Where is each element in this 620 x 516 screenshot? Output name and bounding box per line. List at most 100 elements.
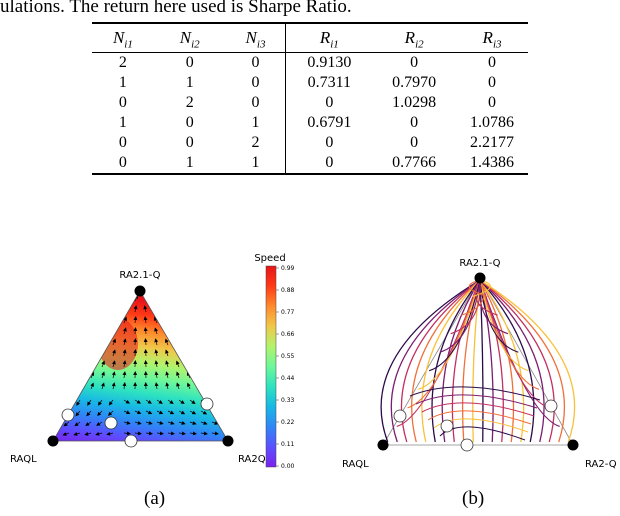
table-cell: 0: [185, 134, 194, 152]
vector-arrow: [165, 371, 170, 379]
trajectory-curve: [439, 279, 481, 353]
unstable-point: [124, 434, 138, 448]
table-cell: 0: [225, 93, 287, 114]
vector-arrow: [178, 399, 185, 405]
vector-arrow: [123, 420, 131, 425]
trajectory-curve: [479, 279, 576, 443]
vector-arrow: [76, 399, 81, 406]
vector-arrow: [189, 431, 197, 436]
vector-arrow: [134, 399, 141, 404]
header-r-i3: Ri3: [456, 23, 528, 54]
trajectory-curve: [439, 426, 526, 441]
trajectory-lines: [380, 279, 576, 443]
vertex-label-right: RA2Q: [238, 454, 266, 465]
trajectory-curve: [479, 279, 550, 409]
speed-field-triangle: [53, 291, 228, 441]
trajectory-curve: [415, 394, 538, 409]
table-cell: 0: [325, 94, 334, 112]
unstable-point: [104, 416, 118, 430]
header-n-i2: Ni2: [153, 23, 226, 54]
vector-arrow: [134, 420, 142, 425]
vector-arrow: [165, 349, 169, 357]
payoff-table-wrapper: Ni1 Ni2 Ni3 Ri1 Ri2 Ri3 2 0 0 0.9130 0 0…: [92, 22, 528, 176]
vector-arrow: [123, 399, 130, 404]
trajectory-curve: [411, 279, 481, 443]
vector-arrow: [145, 420, 153, 425]
vector-arrow: [145, 431, 153, 436]
vector-arrow: [84, 431, 92, 436]
vector-arrow: [122, 349, 127, 357]
vector-arrow: [154, 338, 159, 346]
trajectory-curve: [407, 279, 481, 409]
table-cell: 0.7970: [392, 74, 437, 92]
unstable-point: [393, 409, 407, 423]
trajectory-curve: [479, 279, 540, 390]
vector-arrow: [153, 316, 158, 324]
vector-arrow: [101, 371, 105, 379]
trajectory-curve: [451, 279, 481, 443]
vector-arrow: [122, 382, 127, 390]
trajectory-curve: [479, 279, 535, 443]
colorbar-tick-label: 0.99: [281, 265, 295, 272]
trajectory-curve: [380, 279, 481, 443]
vertex-dot-top: [134, 285, 146, 297]
vector-arrow: [156, 410, 164, 415]
vector-arrow: [107, 410, 114, 416]
trajectory-curve: [479, 279, 555, 443]
vector-arrow: [200, 421, 208, 425]
vector-arrow: [90, 371, 95, 379]
vector-arrow: [200, 431, 208, 436]
trajectory-curve: [433, 418, 529, 433]
colorbar-title: Speed: [254, 253, 285, 264]
vector-arrow: [211, 421, 219, 425]
vertex-label-right: RA2-Q: [585, 459, 617, 470]
colorbar-tick-label: 0.44: [281, 375, 295, 382]
vector-field-arrows: [53, 294, 228, 436]
simplex-outline: [52, 290, 229, 442]
vector-arrow: [97, 399, 103, 406]
vector-arrow: [133, 316, 138, 324]
vector-arrow: [123, 431, 131, 436]
table-cell: 0: [225, 73, 287, 94]
vector-arrow: [156, 420, 164, 425]
vector-arrow: [90, 382, 94, 390]
vector-arrow: [145, 399, 152, 404]
vector-arrow: [176, 360, 180, 368]
table-cell: 1: [225, 113, 287, 134]
header-n-i1: Ni1: [92, 23, 154, 54]
vector-arrow: [143, 327, 148, 335]
table-cell: 1.0786: [470, 114, 515, 132]
figure-b-trajectory-simplex: RA2.1-Q RAQL RA2-Q: [310, 246, 620, 476]
vector-arrow: [165, 360, 170, 368]
figure-a-svg: RA2.1-Q RAQL RA2Q Speed 0.99 0.88 0.77 0.66…: [10, 253, 295, 470]
vector-arrow: [97, 410, 103, 417]
unstable-point: [440, 419, 454, 433]
vertex-dot-left: [377, 439, 389, 451]
colorbar-tick-label: 0.00: [281, 463, 295, 470]
vector-arrow: [96, 421, 103, 426]
header-r-i1: Ri1: [285, 23, 373, 54]
table-cell: 1: [118, 74, 127, 92]
table-cell: 0: [410, 54, 419, 72]
trajectory-curve: [479, 279, 545, 443]
table-cell: 0: [118, 134, 127, 152]
unstable-point: [544, 399, 558, 413]
vector-arrow: [122, 371, 127, 379]
vector-arrow: [101, 360, 105, 368]
table-cell: 1: [185, 74, 194, 92]
table-row: 0 2 0 0 1.0298 0: [92, 93, 528, 114]
vector-arrow: [86, 410, 92, 417]
vector-arrow: [178, 431, 186, 436]
colorbar-ticks: 0.99 0.88 0.77 0.66 0.55 0.44 0.33 0.22 0.11 0.00: [276, 265, 295, 470]
unstable-point: [61, 408, 75, 422]
colorbar-tick-label: 0.22: [281, 419, 295, 426]
trajectory-curve: [431, 279, 481, 443]
trajectory-curve: [479, 279, 484, 443]
colorbar-tick-label: 0.66: [281, 331, 295, 338]
vector-arrow: [154, 382, 159, 390]
table-cell: 0: [118, 94, 127, 112]
vector-arrow: [112, 349, 116, 357]
trajectory-curve: [421, 279, 481, 443]
vector-arrow: [108, 399, 114, 406]
vertex-label-left: RAQL: [10, 454, 37, 465]
